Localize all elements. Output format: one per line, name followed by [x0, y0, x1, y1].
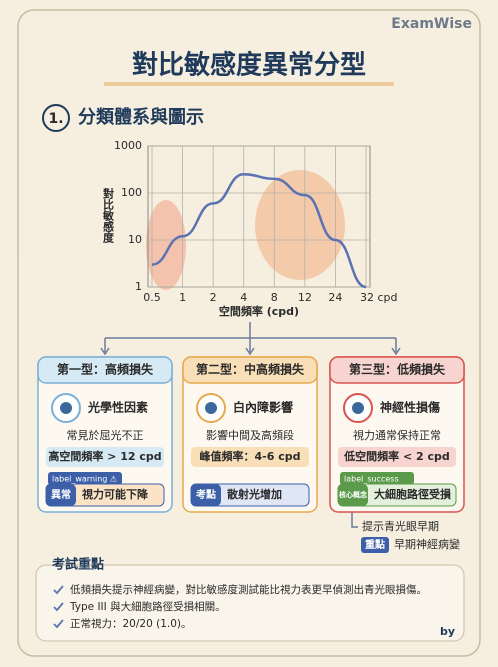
- note-item: Type III 與大細胞路徑受損相關。: [69, 600, 226, 613]
- x-tick-label: 8: [271, 291, 278, 304]
- x-tick-label: 4: [240, 291, 247, 304]
- x-tick-label: 2: [210, 291, 217, 304]
- frame: [17, 9, 481, 657]
- wash: [146, 200, 186, 290]
- card-desc: 影響中間及高頻段: [206, 428, 294, 442]
- card-label-bg: [48, 472, 122, 485]
- card-icon-pupil: [60, 402, 72, 414]
- card-icon-pupil: [352, 402, 364, 414]
- card-title: 第三型：低頻損失: [349, 362, 446, 377]
- card-desc: 視力通常保持正常: [353, 428, 441, 442]
- y-tick-label: 10: [128, 233, 142, 246]
- section-title: 分類體系與圖示: [78, 106, 204, 128]
- card-tag: 異常: [51, 488, 71, 501]
- card-note: 視力可能下降: [81, 487, 149, 501]
- card-tag: 考點: [196, 488, 216, 501]
- card-desc: 常見於屈光不正: [67, 428, 144, 442]
- card-cause: 光學性因素: [87, 400, 148, 415]
- section-badge: [42, 104, 70, 132]
- card-header: [37, 356, 173, 384]
- connectors: [100, 322, 401, 528]
- card-tag: 核心概念: [339, 490, 368, 499]
- section-number: 1.: [48, 111, 63, 127]
- card-label: label_success: [344, 475, 399, 484]
- x-tick-label: 1: [179, 291, 186, 304]
- y-tick-label: 100: [121, 186, 142, 199]
- hint-tag: 重點: [365, 538, 385, 551]
- card-key-bg: [338, 447, 456, 467]
- notes-list: 低頻損失提示神經病變，對比敏感度測試能比視力表更早偵測出青光眼損傷。 Type I…: [53, 583, 427, 630]
- notes-title: 考試重點: [52, 557, 104, 573]
- card-tag-bg: [191, 484, 221, 506]
- card-label-bg: [340, 472, 414, 485]
- card-key: 峰值頻率：4-6 cpd: [200, 449, 301, 463]
- y-tick-label: 1: [135, 280, 142, 293]
- card-header: [182, 356, 318, 384]
- hint-note: 早期神經病變: [394, 537, 460, 551]
- x-tick-label: 32 cpd: [360, 291, 398, 304]
- x-tick-label: 24: [328, 291, 342, 304]
- card-label: label_warning ⚠: [52, 475, 117, 484]
- y-tick-label: 1000: [114, 139, 142, 152]
- card-icon-pupil: [205, 402, 217, 414]
- footer: by: [440, 625, 455, 638]
- note-item: 正常視力：20/20 (1.0)。: [70, 617, 192, 630]
- card-title: 第二型：中高頻損失: [196, 362, 305, 377]
- note-item: 低頻損失提示神經病變，對比敏感度測試能比視力表更早偵測出青光眼損傷。: [70, 583, 427, 596]
- x-tick-label: 12: [298, 291, 312, 304]
- card-tag-bg: [338, 484, 368, 506]
- card-key: 低空間頻率 < 2 cpd: [343, 449, 450, 463]
- check: [53, 619, 64, 629]
- title: 對比敏感度異常分型: [132, 50, 366, 81]
- title-underline: [104, 82, 394, 86]
- card-note: 大細胞路徑受損: [374, 487, 452, 501]
- wash: [255, 170, 345, 280]
- check: [53, 585, 64, 595]
- card-key-bg: [191, 447, 309, 467]
- card-cause: 神經性損傷: [380, 400, 440, 415]
- x-tick-label: 0.5: [143, 291, 161, 304]
- hint-text: 提示青光眼早期: [362, 519, 439, 533]
- card-header: [329, 356, 465, 384]
- notes-box: [35, 564, 465, 642]
- x-axis-label: 空間頻率 (cpd): [219, 304, 299, 318]
- card-key-bg: [46, 447, 164, 467]
- curve: [151, 173, 367, 289]
- card-key: 高空間頻率 > 12 cpd: [48, 449, 161, 463]
- brand: ExamWise: [391, 16, 472, 32]
- card-tag-bg: [46, 484, 76, 506]
- card-cause: 白內障影響: [233, 400, 293, 415]
- check: [53, 602, 64, 612]
- y-axis-label: 對比敏感度: [102, 187, 116, 244]
- card-title: 第一型：高頻損失: [57, 362, 154, 377]
- card-note: 散射光增加: [227, 487, 282, 501]
- hint-tag-bg: [361, 537, 389, 553]
